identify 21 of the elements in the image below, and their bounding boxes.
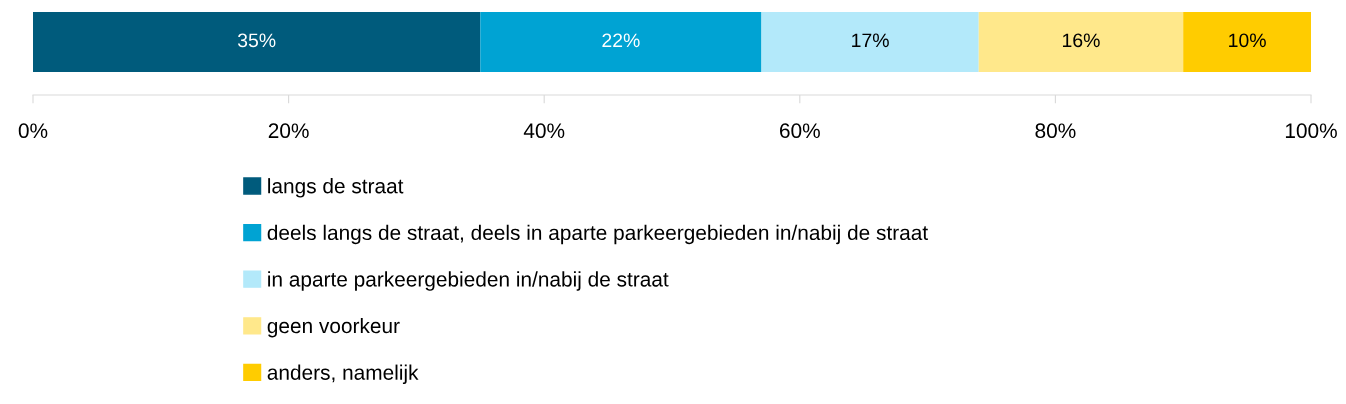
x-tick-label: 100% [1285,123,1337,139]
legend-label: geen voorkeur [267,317,400,338]
bar [1183,12,1311,72]
x-tick-label: 0% [18,123,48,139]
legend-label: in aparte parkeergebieden in/nabij de straat [268,271,669,291]
data-label: 10% [1229,33,1266,48]
data-label: 16% [1062,33,1100,48]
data-label: 35% [237,33,276,48]
bar [761,12,979,72]
bar [978,12,1184,72]
bar [33,12,481,72]
legend-label: deels langs de straat, deels in aparte parkeergebieden in/nabij de straat [267,224,928,245]
data-label: 22% [602,33,640,48]
x-tick-label: 60% [780,123,820,139]
x-tick-label: 40% [523,123,565,139]
legend-label: langs de straat [268,178,404,198]
legend-label: anders, namelijk [267,364,419,384]
bar [480,12,762,72]
x-tick-label: 80% [1035,123,1076,139]
x-tick-label: 20% [268,123,309,139]
data-label: 17% [852,33,889,48]
